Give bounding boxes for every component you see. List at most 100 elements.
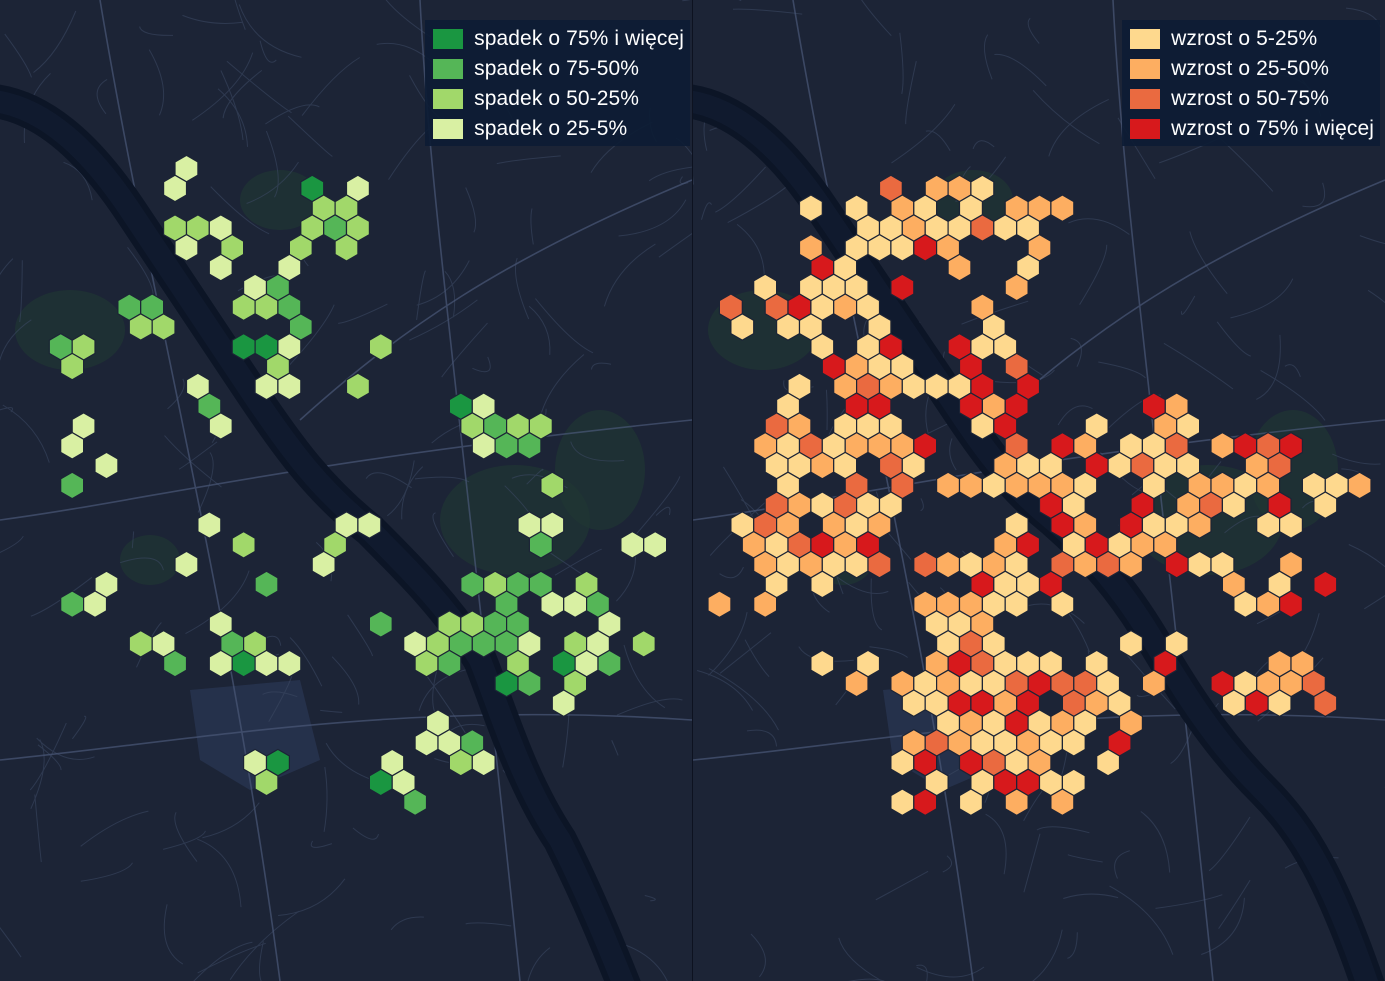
road [746, 729, 777, 747]
hex-cell [1004, 590, 1029, 619]
hex-cell [924, 372, 949, 401]
hex-cell [1221, 689, 1246, 718]
hex-cell [1279, 590, 1303, 619]
hex-cell [1050, 788, 1075, 817]
hex-cell [1313, 570, 1338, 599]
road [1180, 295, 1196, 315]
road [648, 166, 692, 182]
road [701, 202, 712, 220]
road [1163, 342, 1234, 390]
hex-cell [254, 293, 279, 322]
legend-swatch [1130, 89, 1161, 109]
road [1067, 932, 1078, 959]
road [1201, 897, 1245, 955]
road [515, 257, 530, 320]
road [825, 389, 828, 431]
road [148, 49, 165, 116]
hex-cell [631, 629, 656, 658]
map-panel-increase[interactable]: wzrost o 5-25% wzrost o 25-50% wzrost o … [693, 0, 1385, 981]
hex-cell [1050, 590, 1075, 619]
road [163, 904, 184, 965]
road [182, 14, 243, 24]
hex-cell [936, 471, 961, 500]
road [119, 557, 164, 571]
road [623, 944, 668, 981]
hex-cell [128, 629, 153, 658]
road [655, 506, 671, 516]
road [192, 52, 254, 121]
hex-cell [494, 669, 519, 698]
road [870, 578, 883, 631]
major-road [99, 0, 281, 981]
legend-label: wzrost o 50-75% [1171, 87, 1330, 110]
hex-cell [844, 669, 869, 698]
hex-cell [867, 233, 892, 262]
road [985, 813, 1007, 875]
road [131, 531, 135, 549]
legend-swatch [1130, 119, 1161, 139]
road [96, 78, 108, 115]
road [465, 187, 477, 233]
road [1359, 235, 1385, 245]
hex-cell [277, 372, 302, 401]
hex-cell [414, 649, 439, 678]
road [634, 476, 681, 536]
hex-cell [1279, 511, 1303, 539]
hex-cell [901, 689, 926, 718]
road [222, 70, 263, 119]
legend-item: wzrost o 25-50% [1130, 54, 1374, 84]
road [750, 933, 766, 978]
road [259, 40, 277, 63]
hex-cell [1267, 689, 1292, 718]
hex-cell [368, 610, 393, 638]
road [708, 612, 748, 676]
hex-cell [94, 451, 119, 480]
road [570, 441, 625, 462]
hex-cell [471, 629, 496, 658]
hex-cell [1118, 550, 1143, 579]
road [238, 4, 302, 58]
road [916, 964, 928, 981]
hex-cell [890, 273, 915, 302]
road [708, 667, 779, 731]
legend-item: spadek o 50-25% [433, 84, 684, 114]
hex-cell [1244, 689, 1269, 718]
road [262, 691, 298, 698]
road [4, 33, 32, 78]
legend-swatch [433, 119, 464, 139]
hex-cell [810, 451, 835, 480]
road [611, 740, 619, 756]
hex-cell [345, 372, 370, 401]
road [869, 646, 908, 658]
road [1023, 833, 1041, 893]
hex-cell [643, 530, 668, 559]
road [164, 435, 222, 488]
hex-map-decrease [0, 0, 692, 981]
hex-cell [208, 253, 233, 282]
road [289, 637, 323, 687]
legend-swatch [1130, 59, 1161, 79]
map-panel-decrease[interactable]: spadek o 75% i więcej spadek o 75-50% sp… [0, 0, 692, 981]
legend-label: wzrost o 25-50% [1171, 57, 1330, 80]
hex-cell [1164, 550, 1189, 579]
road [246, 161, 299, 204]
hex-cell [163, 649, 188, 678]
hex-cell [890, 748, 915, 777]
hex-map-increase [693, 0, 1385, 981]
hex-cell [60, 431, 85, 460]
hex-cell [1004, 273, 1029, 302]
road [875, 870, 929, 901]
road [0, 407, 14, 413]
road [226, 60, 292, 114]
road [71, 715, 87, 740]
road [644, 895, 656, 902]
hex-cell [1187, 511, 1212, 539]
road [432, 512, 454, 557]
hex-cell [1187, 550, 1212, 579]
hex-cell [1073, 550, 1098, 579]
road [623, 644, 666, 709]
road [193, 941, 253, 981]
road [1332, 453, 1381, 465]
road [1367, 289, 1385, 304]
hex-cell [730, 313, 755, 341]
